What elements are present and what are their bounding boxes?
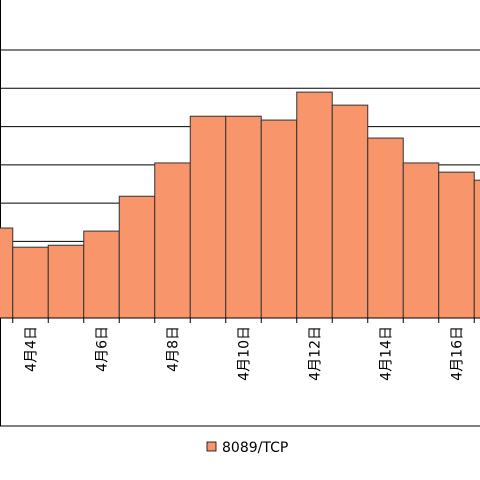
bar xyxy=(189,115,227,319)
legend-label: 8089/TCP xyxy=(222,440,288,456)
bar xyxy=(12,246,49,319)
bar xyxy=(47,244,85,319)
x-tick-label: 4月4日 xyxy=(24,326,40,372)
bar xyxy=(473,179,480,319)
bar xyxy=(438,171,475,319)
bar xyxy=(118,195,156,319)
bar xyxy=(0,227,14,319)
bar xyxy=(154,162,191,319)
x-tick-label: 4月16日 xyxy=(450,326,466,381)
bar xyxy=(83,230,120,319)
x-tick-label: 4月8日 xyxy=(166,326,182,372)
bar xyxy=(402,162,440,319)
x-tick-label: 4月6日 xyxy=(95,326,111,372)
bar xyxy=(331,104,369,319)
chart-frame xyxy=(0,0,480,427)
x-tick-label: 4月12日 xyxy=(308,326,324,381)
bar xyxy=(225,115,262,319)
plot-area: 4月4日 4月6日 4月8日 4月10日 4月12日 4月14日 4月16日 xyxy=(0,49,480,381)
x-tick-label: 4月14日 xyxy=(379,326,395,381)
legend-swatch xyxy=(206,441,217,452)
bar xyxy=(296,91,333,319)
x-tick-label: 4月10日 xyxy=(237,326,253,381)
bar xyxy=(367,137,404,319)
bar xyxy=(260,119,298,319)
